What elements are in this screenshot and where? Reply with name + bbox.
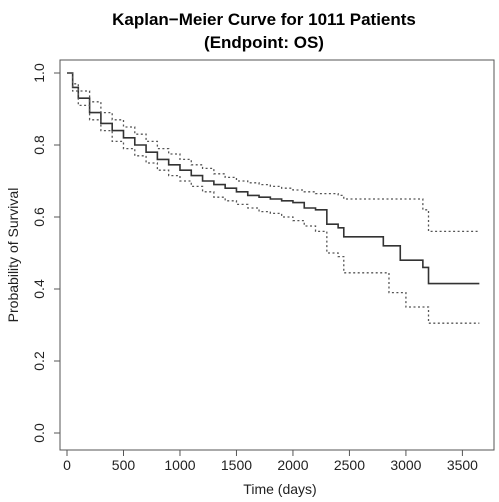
- y-tick-label: 0.6: [31, 207, 47, 227]
- x-axis-label: Time (days): [243, 481, 316, 497]
- plot-frame: [59, 59, 495, 451]
- ci-lower-line: [67, 72, 480, 324]
- y-tick-label: 0.4: [31, 279, 47, 299]
- km-estimate-line: [67, 72, 480, 285]
- y-axis-label: Probability of Survival: [5, 188, 21, 323]
- x-tick-label: 2500: [334, 457, 365, 473]
- ci-upper-line: [67, 72, 480, 233]
- x-tick-label: 3000: [390, 457, 421, 473]
- y-tick-label: 0.2: [31, 351, 47, 371]
- y-tick-label: 0.8: [31, 135, 47, 155]
- y-axis: 0.0 0.2 0.4 0.6 0.8 1.0: [31, 63, 60, 443]
- y-tick-label: 0.0: [31, 423, 47, 443]
- x-tick-label: 500: [112, 457, 136, 473]
- y-tick-label: 1.0: [31, 63, 47, 83]
- x-tick-label: 1500: [221, 457, 252, 473]
- x-axis: 0 500 1000 1500 2000 2500 3000 3500: [63, 450, 478, 473]
- x-tick-label: 1000: [164, 457, 195, 473]
- x-tick-label: 3500: [447, 457, 478, 473]
- series-layer: [67, 72, 480, 324]
- x-tick-label: 0: [63, 457, 71, 473]
- chart-subtitle: (Endpoint: OS): [204, 33, 324, 52]
- chart-title: Kaplan−Meier Curve for 1011 Patients: [112, 10, 416, 29]
- x-tick-label: 2000: [277, 457, 308, 473]
